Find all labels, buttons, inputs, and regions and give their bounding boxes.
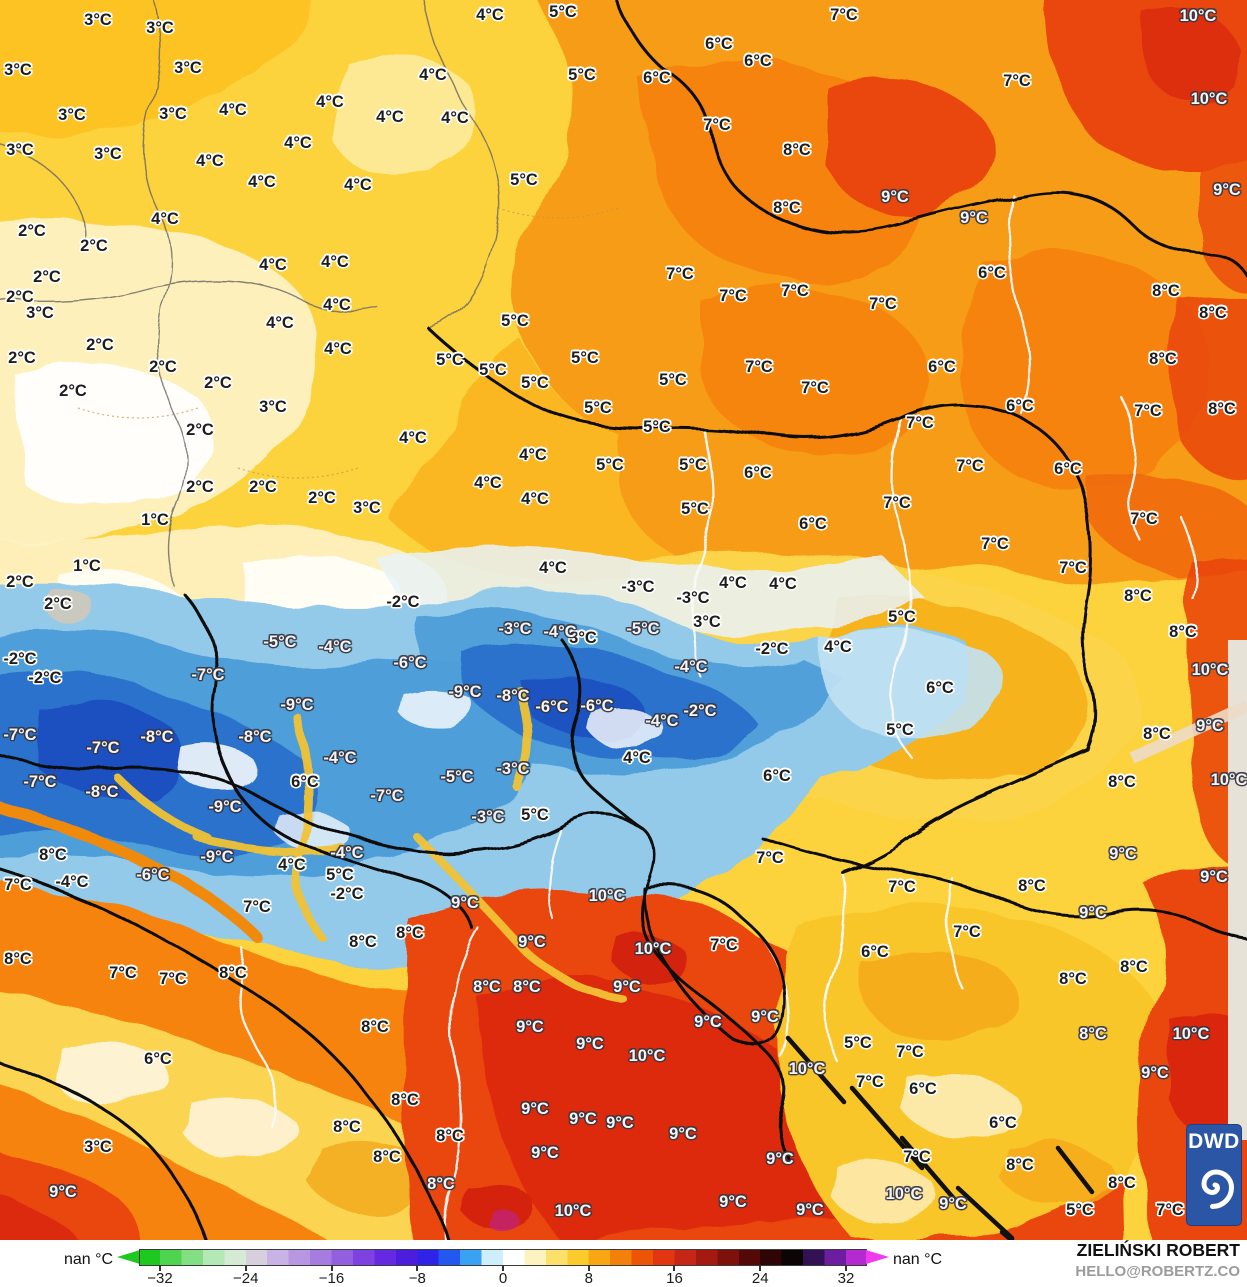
colorbar-right-arrow — [866, 1250, 889, 1264]
colorbar-tick-mark — [502, 1265, 504, 1271]
regional-borders-gray — [0, 0, 500, 589]
dwd-logo-text: DWD — [1188, 1130, 1240, 1153]
colorbar-tick-label: 24 — [751, 1270, 769, 1287]
croatian-islands — [785, 1035, 1095, 1240]
colorbar-tick-mark — [416, 1265, 419, 1271]
colorbar-tick-mark — [330, 1265, 333, 1271]
dwd-spiral-icon — [1201, 1169, 1235, 1209]
orange-valley-thread — [0, 800, 264, 944]
colorbar-tick-mark — [844, 1265, 847, 1271]
colorbar-tick-label: −8 — [408, 1270, 426, 1287]
colorbar-tick-mark — [673, 1265, 676, 1271]
colorbar-tick-label: 16 — [666, 1270, 683, 1287]
legend-left-label: nan °C — [64, 1251, 114, 1268]
dwd-logo: DWD — [1186, 1124, 1242, 1226]
colorbar-tick-mark — [159, 1265, 162, 1271]
colorbar-tick-label: −16 — [318, 1270, 345, 1287]
temperature-map — [0, 0, 1247, 1240]
colorbar-tick-label: 32 — [837, 1270, 855, 1287]
attribution-author: ZIELIŃSKI ROBERT — [1076, 1240, 1240, 1260]
nodata-edge-strip — [1228, 640, 1247, 1140]
alpine-valley-threads — [114, 684, 626, 1002]
colorbar-tick-label: −24 — [233, 1270, 259, 1287]
colorbar-tick-mark — [759, 1265, 762, 1271]
lake-balaton-band — [1129, 700, 1247, 764]
colorbar-gradient — [140, 1250, 866, 1265]
country-borders — [0, 0, 1247, 1240]
contour-hints — [77, 207, 619, 479]
colorbar-tick-mark — [587, 1265, 590, 1271]
colorbar-left-arrow — [117, 1250, 140, 1264]
temperature-field-regions — [0, 0, 1247, 1240]
colorbar-tick-mark — [244, 1265, 247, 1271]
colorbar-tick-label: −32 — [147, 1270, 173, 1287]
legend-right-label: nan °C — [893, 1251, 943, 1268]
legend-strip: nan °C nan °C −32 −24 −16 −8 0 8 16 24 32 ZIELIŃ… — [0, 1240, 1247, 1287]
attribution: ZIELIŃSKI ROBERT HELLO@ROBERTZ.CO — [1075, 1240, 1240, 1281]
regional-borders — [238, 192, 1197, 1240]
colorbar-tick-label: 0 — [498, 1270, 508, 1287]
attribution-email: HELLO@ROBERTZ.CO — [1075, 1262, 1240, 1280]
colorbar-tick-label: 8 — [584, 1270, 593, 1287]
map-area: 3°C 3°C 4°C 5°C 6°C 7°C 10°C 3°C 3°C 4°C 5°C 6°C 6°C… — [0, 0, 1247, 1240]
